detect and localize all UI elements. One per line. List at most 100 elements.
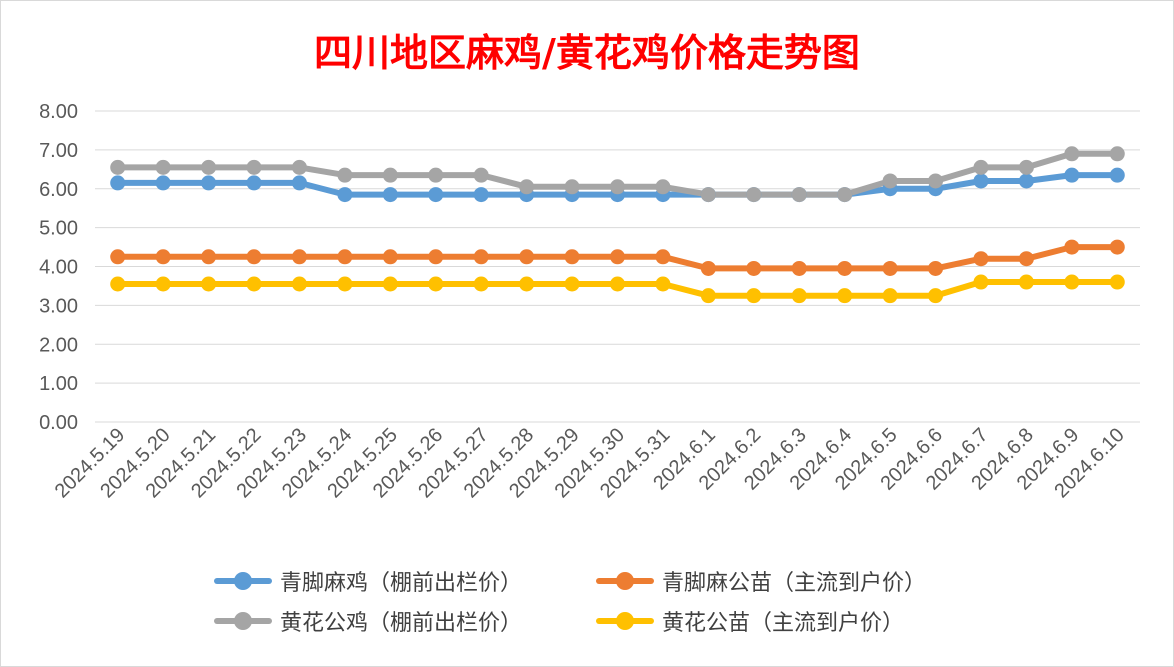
data-point (973, 251, 989, 267)
data-point (564, 179, 580, 195)
data-point (428, 167, 444, 183)
series-lines (114, 150, 1121, 299)
data-point (928, 260, 944, 276)
data-point (155, 249, 171, 265)
data-point (110, 159, 126, 175)
data-point (1064, 274, 1080, 290)
data-point (201, 159, 217, 175)
data-point (110, 175, 126, 191)
data-point (337, 276, 353, 292)
data-point (473, 249, 489, 265)
y-axis-tick-labels: 0.00 1.00 2.00 3.00 4.00 5.00 6.00 7.00 8.00 (39, 101, 78, 434)
data-point (1064, 239, 1080, 255)
data-point (291, 249, 307, 265)
x-axis-tick-labels: 2024.5.192024.5.202024.5.212024.5.222024… (51, 424, 1129, 502)
data-point (928, 173, 944, 189)
data-point (1064, 146, 1080, 162)
data-point (610, 179, 625, 195)
data-point (928, 288, 944, 304)
legend-item-qingjiao-chicken[interactable]: 青脚麻鸡（棚前出栏价） (212, 566, 522, 596)
data-point (110, 249, 126, 265)
data-point (791, 260, 807, 276)
data-point (382, 249, 398, 265)
data-point (700, 288, 716, 304)
data-point (428, 276, 444, 292)
legend-swatch (594, 566, 656, 596)
data-point (1018, 274, 1034, 290)
legend-item-huanghua-chick[interactable]: 黄花公苗（主流到户价） (594, 606, 904, 636)
data-point (428, 187, 444, 203)
data-point (155, 175, 171, 191)
data-point (655, 276, 671, 292)
data-point (291, 159, 307, 175)
chart-title: 四川地区麻鸡/黄花鸡价格走势图 (314, 30, 860, 75)
data-point (155, 276, 171, 292)
y-tick-label: 6.00 (39, 179, 78, 201)
data-point (564, 276, 580, 292)
legend-item-qingjiao-chick[interactable]: 青脚麻公苗（主流到户价） (594, 566, 926, 596)
data-point (337, 167, 353, 183)
legend-marker (616, 612, 634, 630)
data-point (564, 249, 580, 265)
legend-marker (616, 572, 634, 590)
y-tick-label: 7.00 (39, 140, 78, 162)
data-point (973, 274, 989, 290)
y-tick-label: 4.00 (39, 257, 78, 279)
data-point (1018, 173, 1034, 189)
data-point (201, 249, 217, 265)
data-point (973, 159, 989, 175)
data-point (700, 260, 716, 276)
data-point (746, 260, 762, 276)
y-tick-label: 3.00 (39, 295, 78, 317)
legend-swatch (212, 566, 274, 596)
data-point (291, 175, 307, 191)
data-point (837, 288, 853, 304)
data-point (291, 276, 307, 292)
data-point (246, 276, 262, 292)
data-point (201, 175, 217, 191)
legend-marker (234, 612, 252, 630)
data-point (382, 276, 398, 292)
data-point (201, 276, 217, 292)
data-point (746, 288, 762, 304)
data-point (1109, 239, 1125, 255)
data-point (837, 260, 853, 276)
y-tick-label: 0.00 (39, 412, 78, 434)
data-point (655, 179, 671, 195)
data-point (473, 276, 489, 292)
data-point (655, 249, 671, 265)
data-point (1064, 167, 1080, 183)
data-point (1109, 167, 1125, 183)
legend-marker (234, 572, 252, 590)
legend-label: 青脚麻鸡（棚前出栏价） (280, 571, 523, 596)
data-point (791, 288, 807, 304)
data-point (610, 249, 625, 265)
data-point (337, 187, 353, 203)
data-point (246, 175, 262, 191)
data-point (428, 249, 444, 265)
data-point (110, 276, 126, 292)
data-point (882, 260, 898, 276)
data-point (700, 187, 716, 203)
data-point (519, 276, 535, 292)
y-tick-label: 8.00 (39, 101, 78, 123)
legend-label: 黄花公鸡（棚前出栏价） (280, 611, 523, 636)
data-point (1018, 251, 1034, 267)
data-point (882, 173, 898, 189)
data-point (246, 159, 262, 175)
data-point (610, 276, 625, 292)
data-point (246, 249, 262, 265)
legend-item-huanghua-rooster[interactable]: 黄花公鸡（棚前出栏价） (212, 606, 522, 636)
data-point (473, 167, 489, 183)
data-point (382, 187, 398, 203)
data-point (519, 249, 535, 265)
data-point (1109, 146, 1125, 162)
legend-label: 青脚麻公苗（主流到户价） (662, 571, 927, 596)
legend-swatch (212, 606, 274, 636)
data-point (337, 249, 353, 265)
data-point (1018, 159, 1034, 175)
data-point (882, 288, 898, 304)
legend-swatch (594, 606, 656, 636)
data-point (973, 173, 989, 189)
